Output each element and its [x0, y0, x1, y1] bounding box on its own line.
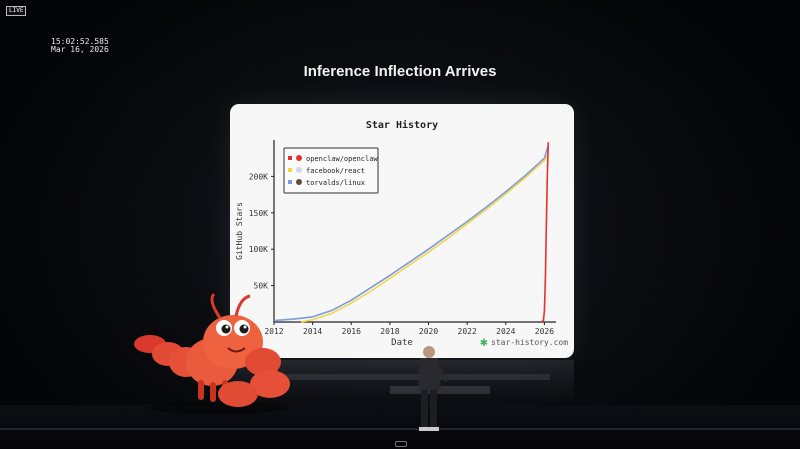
star-logo-icon: ✱ [480, 335, 488, 350]
x-tick-label: 2012 [264, 327, 283, 336]
x-tick-label: 2024 [496, 327, 515, 336]
chart-title: Star History [366, 119, 438, 131]
watermark-text: star-history.com [491, 338, 568, 347]
chart-series [273, 142, 550, 323]
x-tick-label: 2020 [419, 327, 438, 336]
presenter-figure [418, 346, 448, 431]
y-axis-ticks: 50K 100K 150K 200K [249, 172, 274, 291]
star-history-watermark: ✱ star-history.com [480, 335, 568, 350]
legend-avatar-icon [296, 155, 302, 161]
chart-axes [273, 140, 556, 323]
live-badge: LIVE [6, 6, 27, 16]
legend-swatch [288, 180, 292, 184]
x-tick-label: 2016 [342, 327, 361, 336]
x-tick-label: 2018 [380, 327, 399, 336]
series-line-torvalds-linux [273, 144, 550, 322]
y-axis-label: GitHub Stars [235, 202, 244, 260]
stage-edge [0, 428, 800, 430]
legend-label: torvalds/linux [306, 179, 365, 187]
star-history-chart: Star History 2012 2014 2016 2018 2020 2022 202… [235, 119, 568, 350]
timestamp-time: 15:02:52.585 [51, 37, 109, 46]
legend-label: facebook/react [306, 167, 365, 175]
y-tick-label: 150K [249, 209, 268, 218]
chart-legend: openclaw/openclaw facebook/react torvalds/… [283, 147, 379, 194]
legend-label: openclaw/openclaw [306, 155, 378, 163]
x-tick-label: 2022 [458, 327, 477, 336]
stage-marker [395, 441, 407, 447]
timestamp-date: Mar 16, 2026 [51, 45, 109, 54]
y-tick-label: 100K [249, 245, 268, 254]
y-tick-label: 50K [254, 282, 269, 291]
legend-swatch [288, 156, 292, 160]
x-tick-label: 2026 [535, 327, 554, 336]
legend-avatar-icon [296, 179, 302, 185]
timestamp-overlay: 15:02:52.585 Mar 16, 2026 [51, 38, 109, 54]
x-axis-label: Date [391, 338, 413, 348]
slide-title: Inference Inflection Arrives [303, 63, 497, 80]
chart-card: Star History 2012 2014 2016 2018 2020 2022 202… [230, 104, 574, 358]
x-axis-ticks: 2012 2014 2016 2018 2020 2022 2024 2026 [264, 322, 554, 336]
legend-avatar-icon [296, 167, 302, 173]
lobster-mascot-illustration [134, 292, 290, 414]
legend-swatch [288, 168, 292, 172]
y-tick-label: 200K [249, 172, 268, 181]
series-line-openclaw-openclaw [541, 142, 550, 323]
series-line-facebook-react [300, 154, 549, 323]
x-tick-label: 2014 [303, 327, 322, 336]
